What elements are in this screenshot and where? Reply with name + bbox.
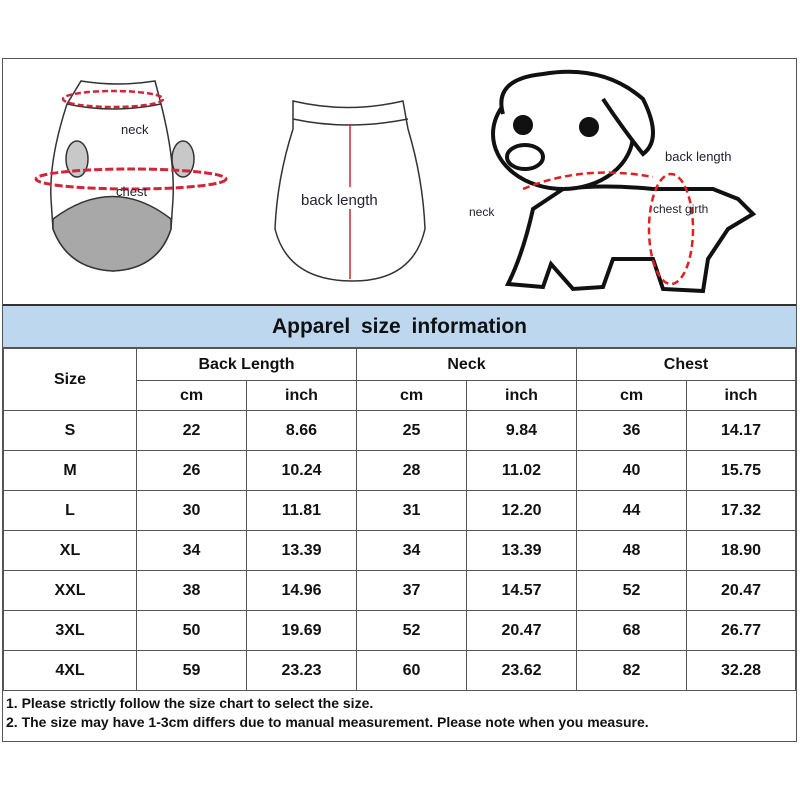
value-cell: 25 [356, 410, 467, 451]
table-row: M 26 10.24 28 11.02 40 15.75 [3, 450, 796, 491]
size-cell: 4XL [3, 650, 137, 691]
value-cell: 20.47 [466, 610, 577, 651]
value-cell: 14.96 [246, 570, 357, 611]
table-row: 3XL 50 19.69 52 20.47 68 26.77 [3, 610, 796, 651]
value-cell: 11.81 [246, 490, 357, 531]
value-cell: 14.57 [466, 570, 577, 611]
value-cell: 26 [136, 450, 247, 491]
unit-header: cm [576, 380, 687, 411]
unit-header: cm [356, 380, 467, 411]
value-cell: 34 [356, 530, 467, 571]
value-cell: 18.90 [686, 530, 796, 571]
value-cell: 50 [136, 610, 247, 651]
value-cell: 23.23 [246, 650, 357, 691]
value-cell: 26.77 [686, 610, 796, 651]
value-cell: 11.02 [466, 450, 577, 491]
value-cell: 8.66 [246, 410, 357, 451]
size-cell: S [3, 410, 137, 451]
dog-chest-girth-label: chest girth [653, 202, 708, 216]
unit-header: cm [136, 380, 247, 411]
dog-neck-label: neck [469, 205, 495, 219]
table-row: L 30 11.81 31 12.20 44 17.32 [3, 490, 796, 531]
value-cell: 12.20 [466, 490, 577, 531]
table-title: Apparel size information [3, 304, 796, 348]
size-header: Size [3, 348, 137, 411]
size-cell: 3XL [3, 610, 137, 651]
table-row: XL 34 13.39 34 13.39 48 18.90 [3, 530, 796, 571]
value-cell: 9.84 [466, 410, 577, 451]
value-cell: 13.39 [246, 530, 357, 571]
value-cell: 13.39 [466, 530, 577, 571]
note-2: 2. The size may have 1-3cm differs due t… [6, 714, 649, 730]
value-cell: 30 [136, 490, 247, 531]
front-chest-label: chest [116, 184, 147, 199]
value-cell: 19.69 [246, 610, 357, 651]
chest-header: Chest [576, 348, 796, 381]
value-cell: 14.17 [686, 410, 796, 451]
value-cell: 23.62 [466, 650, 577, 691]
size-cell: XL [3, 530, 137, 571]
front-neck-label: neck [121, 122, 149, 137]
measurement-illustration: neck chest back length [3, 59, 796, 301]
back-length-header: Back Length [136, 348, 357, 381]
value-cell: 20.47 [686, 570, 796, 611]
unit-header: inch [466, 380, 577, 411]
unit-header: inch [246, 380, 357, 411]
value-cell: 22 [136, 410, 247, 451]
size-cell: XXL [3, 570, 137, 611]
value-cell: 59 [136, 650, 247, 691]
dog-back-length-label: back length [665, 149, 732, 164]
value-cell: 37 [356, 570, 467, 611]
value-cell: 32.28 [686, 650, 796, 691]
unit-header: inch [686, 380, 796, 411]
value-cell: 40 [576, 450, 687, 491]
value-cell: 31 [356, 490, 467, 531]
size-cell: L [3, 490, 137, 531]
value-cell: 48 [576, 530, 687, 571]
size-table: Size Back Length Neck Chest cm inch cm i… [3, 348, 796, 691]
size-chart: neck chest back length [2, 58, 797, 742]
garment-front-illustration [34, 80, 228, 272]
value-cell: 52 [576, 570, 687, 611]
value-cell: 34 [136, 530, 247, 571]
value-cell: 68 [576, 610, 687, 651]
value-cell: 28 [356, 450, 467, 491]
table-row: XXL 38 14.96 37 14.57 52 20.47 [3, 570, 796, 611]
back-length-label: back length [301, 192, 378, 209]
value-cell: 60 [356, 650, 467, 691]
value-cell: 17.32 [686, 490, 796, 531]
table-row: 4XL 59 23.23 60 23.62 82 32.28 [3, 650, 796, 691]
value-cell: 82 [576, 650, 687, 691]
size-cell: M [3, 450, 137, 491]
value-cell: 36 [576, 410, 687, 451]
value-cell: 10.24 [246, 450, 357, 491]
note-1: 1. Please strictly follow the size chart… [6, 695, 374, 711]
value-cell: 44 [576, 490, 687, 531]
value-cell: 15.75 [686, 450, 796, 491]
value-cell: 52 [356, 610, 467, 651]
neck-header: Neck [356, 348, 577, 381]
value-cell: 38 [136, 570, 247, 611]
table-row: S 22 8.66 25 9.84 36 14.17 [3, 410, 796, 451]
dog-illustration [491, 69, 757, 294]
notes: 1. Please strictly follow the size chart… [3, 690, 800, 736]
